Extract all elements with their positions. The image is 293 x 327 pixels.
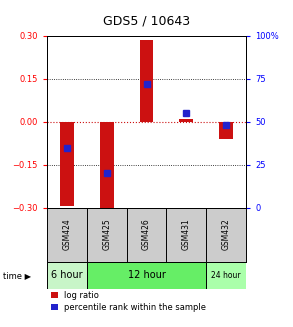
Bar — [179, 119, 193, 122]
Text: GSM424: GSM424 — [62, 219, 71, 250]
FancyBboxPatch shape — [47, 262, 87, 289]
Bar — [100, 122, 114, 215]
Text: GSM425: GSM425 — [102, 219, 111, 250]
Bar — [60, 122, 74, 206]
Text: 24 hour: 24 hour — [211, 270, 241, 280]
Text: GSM431: GSM431 — [182, 219, 191, 250]
Text: 12 hour: 12 hour — [127, 270, 166, 280]
Bar — [139, 40, 154, 122]
Text: GDS5 / 10643: GDS5 / 10643 — [103, 15, 190, 28]
Legend: log ratio, percentile rank within the sample: log ratio, percentile rank within the sa… — [51, 291, 206, 312]
Text: 6 hour: 6 hour — [51, 270, 83, 280]
FancyBboxPatch shape — [87, 262, 206, 289]
Bar — [219, 122, 233, 139]
Text: time ▶: time ▶ — [3, 270, 31, 280]
FancyBboxPatch shape — [206, 262, 246, 289]
Text: GSM432: GSM432 — [222, 219, 231, 250]
Text: GSM426: GSM426 — [142, 219, 151, 250]
